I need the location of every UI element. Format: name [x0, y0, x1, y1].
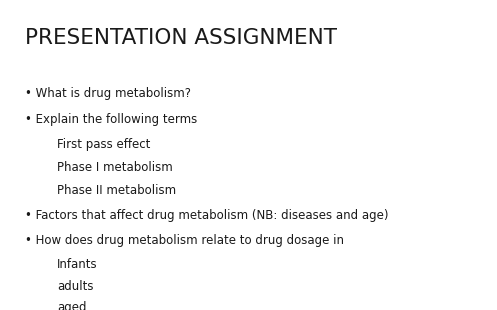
Text: • Explain the following terms: • Explain the following terms [25, 113, 197, 126]
Text: • How does drug metabolism relate to drug dosage in: • How does drug metabolism relate to dru… [25, 234, 344, 247]
Text: adults: adults [57, 280, 93, 293]
Text: First pass effect: First pass effect [57, 138, 151, 151]
Text: aged: aged [57, 301, 86, 310]
Text: • What is drug metabolism?: • What is drug metabolism? [25, 87, 191, 100]
Text: PRESENTATION ASSIGNMENT: PRESENTATION ASSIGNMENT [25, 28, 337, 48]
Text: Phase II metabolism: Phase II metabolism [57, 184, 176, 197]
Text: Infants: Infants [57, 258, 98, 271]
Text: Phase I metabolism: Phase I metabolism [57, 161, 173, 174]
Text: • Factors that affect drug metabolism (NB: diseases and age): • Factors that affect drug metabolism (N… [25, 209, 388, 222]
